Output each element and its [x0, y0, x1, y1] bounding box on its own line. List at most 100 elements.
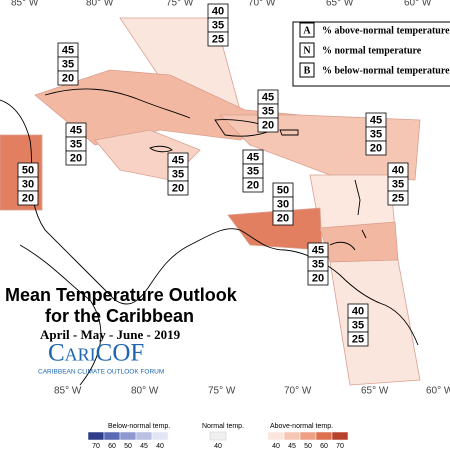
zone-value: 40 [212, 5, 224, 17]
bottom-longitude: 85° W [54, 386, 82, 397]
colorbar-tick: 50 [124, 443, 132, 450]
bottom-longitude: 65° W [361, 386, 389, 397]
zone-value: 35 [62, 58, 74, 70]
zone-value: 20 [277, 212, 289, 224]
zone-value: 35 [370, 128, 382, 140]
legend-key: A [303, 25, 311, 36]
region-windward [309, 174, 396, 231]
zone-value: 20 [172, 182, 184, 194]
colorbar-tick: 40 [272, 443, 280, 450]
colorbar-tick: 60 [320, 443, 328, 450]
zone-value: 35 [352, 319, 364, 331]
zone-value: 35 [212, 19, 224, 31]
coast-trinidad [329, 241, 356, 251]
colorbar-swatch [299, 431, 317, 441]
title-line2: for the Caribbean [45, 306, 194, 326]
zone-value: 35 [262, 105, 274, 117]
logo-sub: CARIBBEAN CLIMATE OUTLOOK FORUM [38, 369, 164, 376]
region-guianas [329, 259, 421, 386]
zone-value: 35 [172, 168, 184, 180]
colorbar-swatch [119, 431, 137, 441]
zone-cell [242, 177, 264, 193]
zone-cell [65, 150, 87, 166]
zone-value: 35 [247, 165, 259, 177]
colorbar-swatch [103, 431, 121, 441]
coast-antilles [354, 179, 367, 239]
legend-text: % above-normal temperature [322, 25, 450, 36]
longitude-labels: 85° W80° W75° W70° W65° W60° W55° W85° W… [11, 0, 450, 397]
legend-key: N [303, 45, 311, 56]
zone-value: 20 [70, 152, 82, 164]
zone-cell [387, 190, 409, 206]
legend-box [292, 21, 450, 87]
legend-key: B [304, 65, 311, 76]
zone-value: 25 [352, 333, 364, 345]
logo: CariCOF [48, 340, 144, 367]
zone-value: 35 [70, 138, 82, 150]
coast-central [19, 244, 102, 386]
zone-value: 20 [247, 179, 259, 191]
bottom-longitude: 70° W [284, 386, 312, 397]
colorbar-swatch [209, 431, 227, 441]
zone-cell [17, 190, 39, 206]
bottom-longitude: 60° W [426, 386, 450, 397]
legend-frame [292, 21, 450, 87]
colorbar-above-label: Above-normal temp. [270, 423, 333, 430]
colorbar-tick: 60 [108, 443, 116, 450]
zone-value: 45 [262, 91, 274, 103]
zone-value: 45 [70, 124, 82, 136]
zone-value: 50 [277, 184, 289, 196]
zone-cell [307, 270, 329, 286]
zone-value: 35 [312, 258, 324, 270]
zone-value: 40 [352, 305, 364, 317]
legend-key-box [299, 42, 315, 58]
colorbar-swatch [87, 431, 105, 441]
coast-cuba [44, 88, 191, 119]
colorbar-tick: 45 [288, 443, 296, 450]
zone-cell [207, 31, 229, 47]
legend-key-box [299, 62, 315, 78]
region-trinidad [319, 221, 399, 263]
legend-text: % normal temperature [322, 45, 422, 56]
colorbar-swatch [315, 431, 333, 441]
zone-value: 45 [370, 114, 382, 126]
top-longitude: 80° W [86, 0, 114, 9]
colorbar-swatch [135, 431, 153, 441]
bottom-longitude: 75° W [208, 386, 236, 397]
legend-text: % below-normal temperature [322, 65, 450, 76]
zone-value: 20 [22, 192, 34, 204]
zone-value: 25 [212, 33, 224, 45]
colorbar-below-label: Below-normal temp. [108, 423, 170, 430]
zone-value: 50 [22, 164, 34, 176]
colorbar-tick: 40 [156, 443, 164, 450]
zone-value: 20 [312, 272, 324, 284]
zone-cell [167, 180, 189, 196]
top-longitude: 75° W [166, 0, 194, 9]
zone-cell [272, 210, 294, 226]
title-period: April - May - June - 2019 [40, 327, 181, 342]
colorbar-swatch [283, 431, 301, 441]
colorbar-tick: 40 [214, 443, 222, 450]
colorbar-tick: 50 [304, 443, 312, 450]
top-longitude: 70° W [248, 0, 276, 9]
zone-value: 40 [392, 164, 404, 176]
colorbar-normal-label: Normal temp. [202, 423, 244, 430]
zone-cell [57, 70, 79, 86]
zone-value: 25 [392, 192, 404, 204]
coast-puertorico [279, 129, 299, 136]
zone-cell [365, 140, 387, 156]
bottom-longitude: 80° W [131, 386, 159, 397]
zone-value: 45 [247, 151, 259, 163]
zone-cell [347, 331, 369, 347]
coast-jamaica [149, 145, 173, 153]
title-line1: Mean Temperature Outlook [5, 285, 238, 305]
colorbar: Below-normal temp. Normal temp. Above-norm… [87, 423, 349, 450]
colorbar-tick: 70 [336, 443, 344, 450]
legend: A % above-normal temperature N % normal tem… [299, 22, 450, 78]
zone-value: 30 [22, 178, 34, 190]
probability-zones: 45 35 20 40 35 25 45 35 20 45 35 20 45 35 20 45 35 20 45 35… [17, 3, 409, 347]
top-longitude: 65° W [326, 0, 354, 9]
zone-cell [257, 117, 279, 133]
colorbar-swatch [331, 431, 349, 441]
